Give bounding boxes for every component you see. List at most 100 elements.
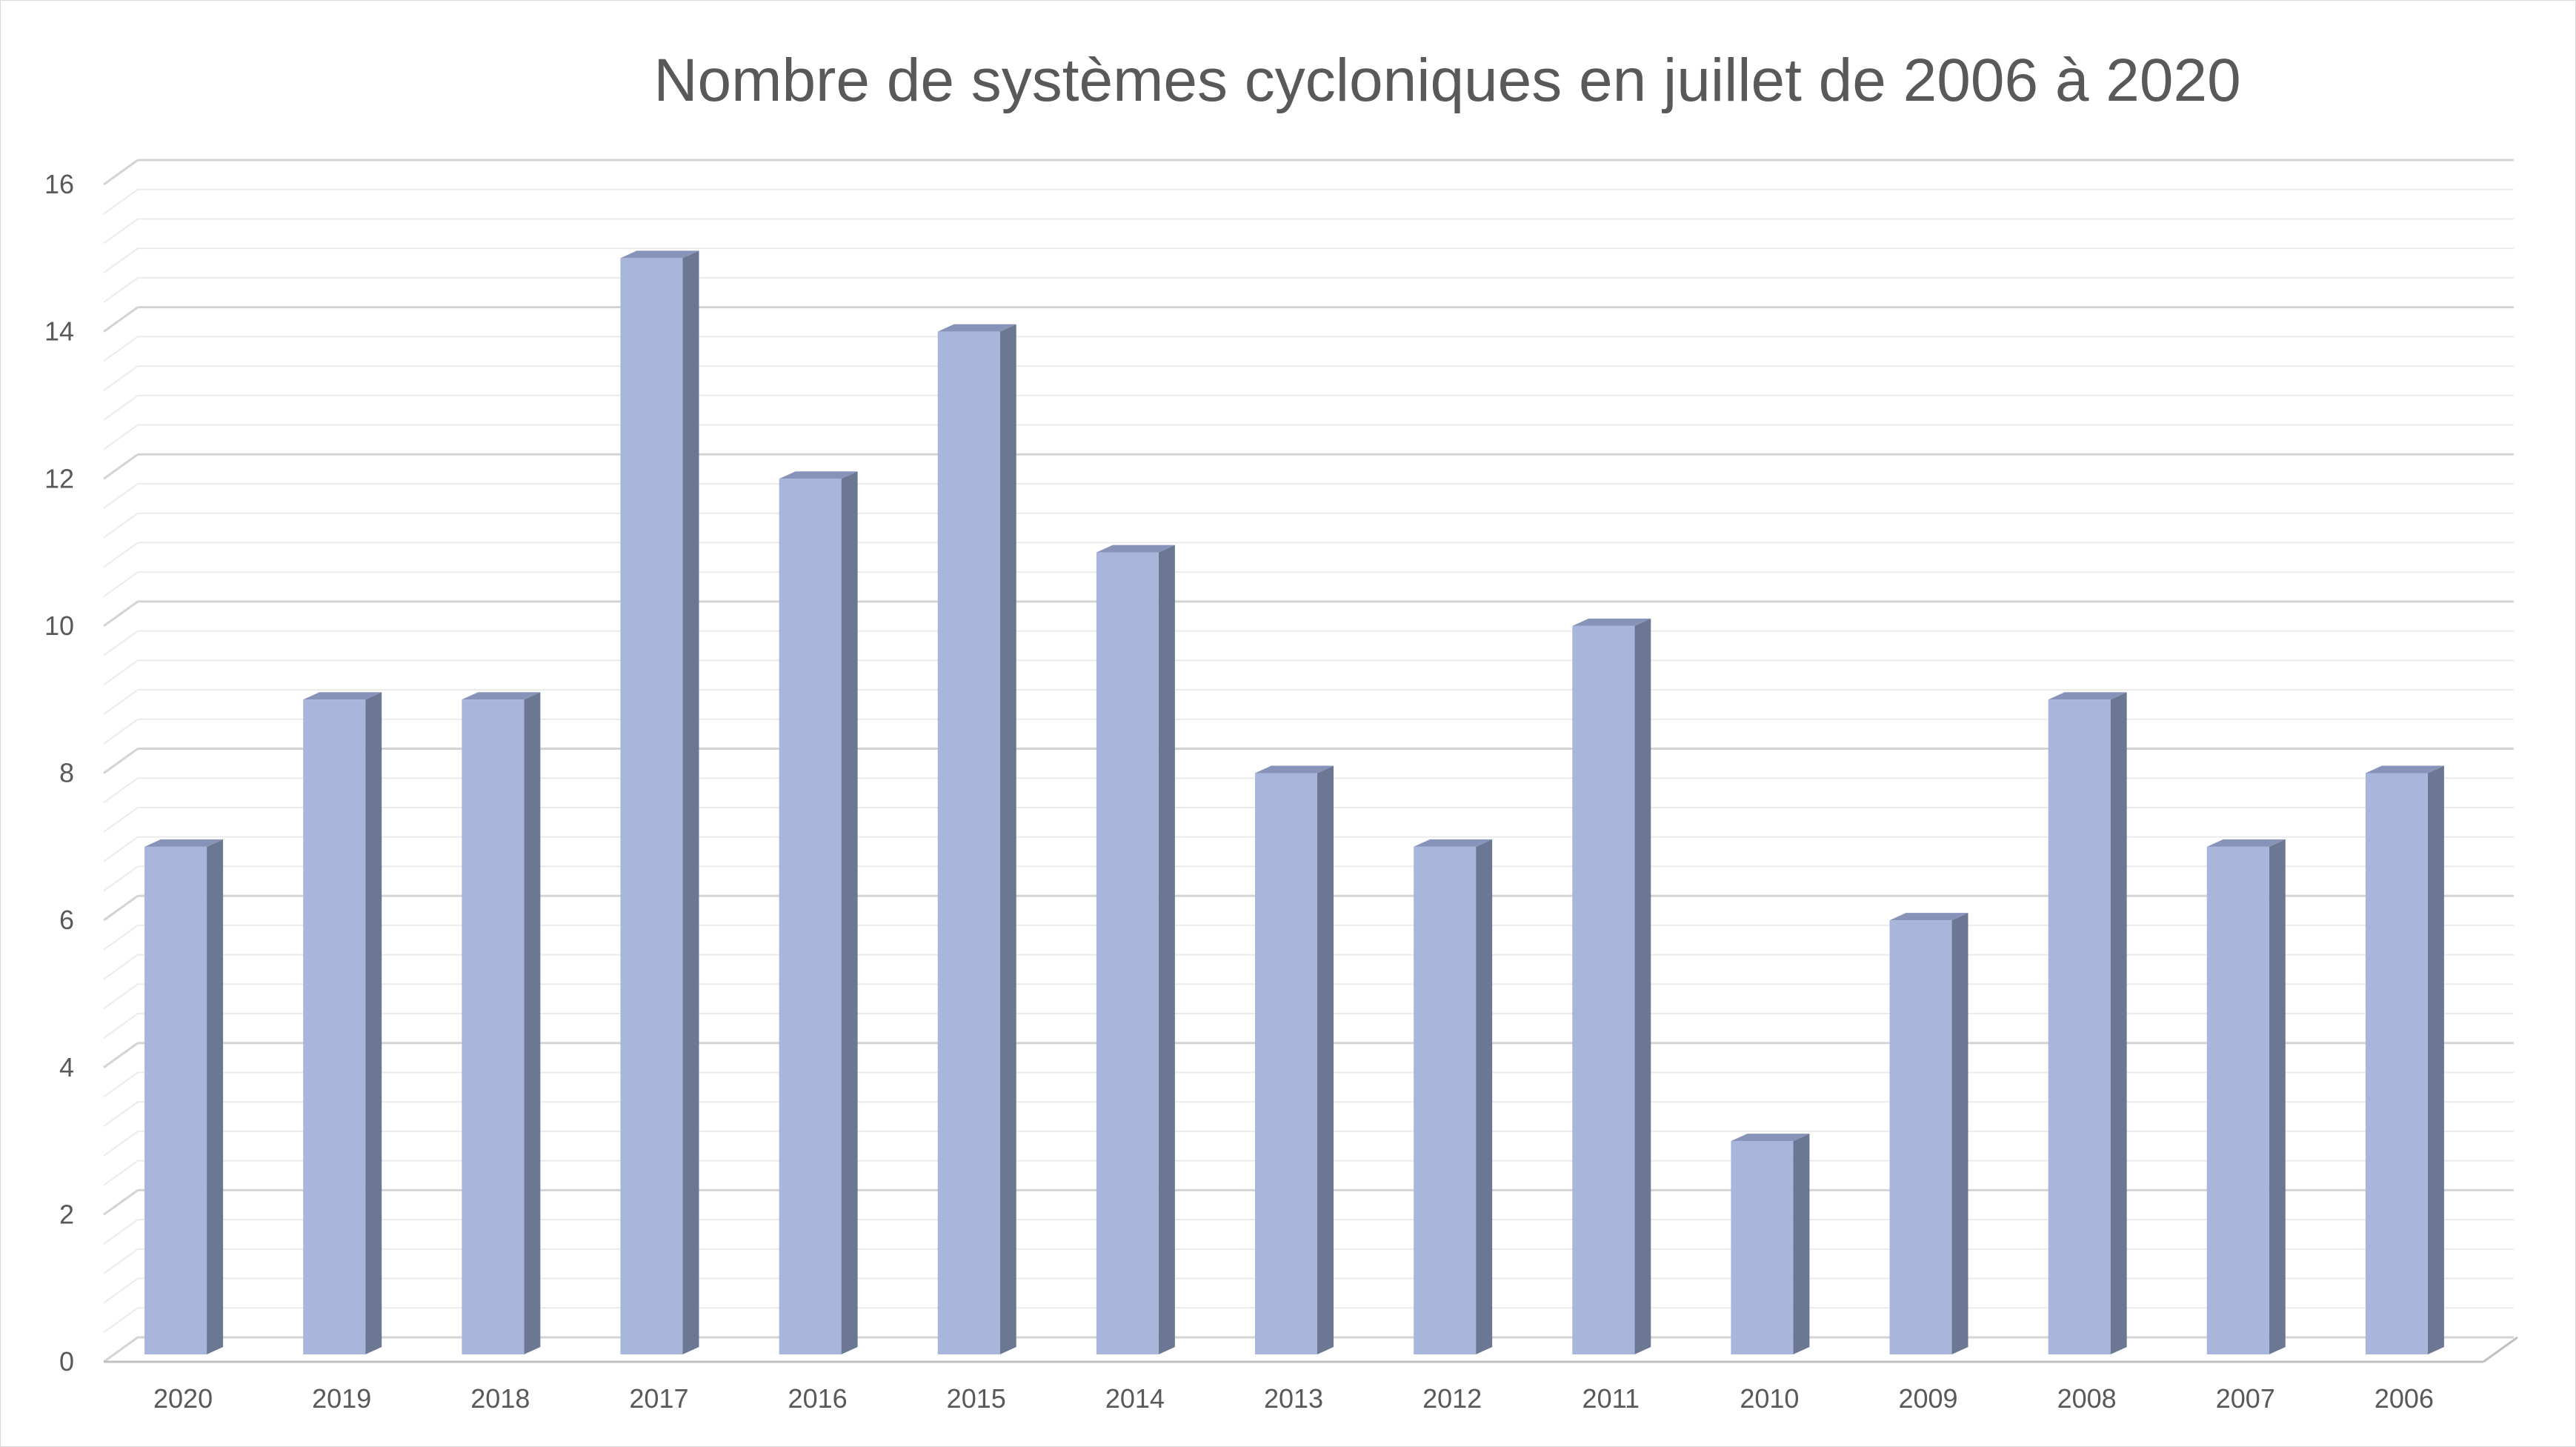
x-tick-label: 2011 [1582,1383,1640,1414]
x-tick-label: 2016 [788,1383,848,1414]
minor-gridline-wall [103,394,139,421]
bar-top [1731,1134,1810,1142]
bar [620,258,683,1354]
bar-top [779,471,858,479]
minor-gridline-wall [103,836,139,862]
minor-gridline-wall [103,954,139,980]
bar-top [462,692,541,700]
bar-side [1793,1134,1810,1354]
bar-side [1317,765,1334,1354]
minor-gridline-wall [103,807,139,833]
major-gridline-wall [103,159,139,186]
major-gridline-wall [103,1189,139,1216]
bar-top [144,839,224,847]
bar-top [1414,839,1493,847]
minor-gridline-wall [103,424,139,450]
bar-top [303,692,382,700]
minor-gridline-wall [103,365,139,391]
major-gridline-wall [103,1336,139,1363]
minor-gridline-wall [103,630,139,656]
x-tick-label: 2020 [153,1383,213,1414]
x-tick-label: 2019 [312,1383,371,1414]
minor-gridline-wall [103,336,139,362]
y-tick-label: 10 [44,611,74,641]
y-tick-label: 12 [44,463,74,493]
minor-gridline-wall [103,1219,139,1245]
bar-side [682,250,699,1354]
bar [303,699,366,1354]
minor-gridline-wall [103,1248,139,1274]
minor-gridline-wall [103,718,139,745]
minor-gridline-wall [103,571,139,597]
bar [1572,625,1635,1354]
bar-top [2206,839,2286,847]
chart-title: Nombre de systèmes cycloniques en juille… [653,47,2241,114]
bar-side [999,324,1016,1354]
major-gridline-wall [103,748,139,774]
bar [2365,773,2428,1354]
y-tick-label: 14 [44,316,74,347]
bar-top [937,324,1016,332]
x-tick-label: 2018 [470,1383,530,1414]
x-tick-label: 2009 [1898,1383,1957,1414]
minor-gridline-wall [103,1131,139,1157]
bar-top [1889,913,1968,921]
x-tick-label: 2006 [2374,1383,2434,1414]
minor-gridline-wall [103,218,139,245]
minor-gridline-wall [103,1160,139,1186]
bar [937,331,1000,1354]
y-tick-label: 2 [59,1199,74,1229]
minor-gridline-wall [103,188,139,215]
y-tick-label: 0 [59,1346,74,1377]
bar-side [207,839,224,1354]
bar-top [620,250,699,259]
minor-gridline-wall [103,659,139,686]
bar-side [524,692,541,1354]
floor-right-edge [2483,1336,2518,1363]
bar [1889,920,1952,1354]
bar-side [1158,545,1175,1354]
x-tick-label: 2015 [947,1383,1006,1414]
bar [2206,846,2269,1354]
x-tick-label: 2007 [2216,1383,2275,1414]
major-gridline-wall [103,1042,139,1068]
minor-gridline-wall [103,1277,139,1304]
minor-gridline-wall [103,925,139,951]
bar [1414,846,1477,1354]
y-tick-label: 4 [59,1052,74,1082]
x-tick-label: 2014 [1105,1383,1165,1414]
bar-top [2365,765,2444,774]
bar-top [1096,545,1175,553]
bar [779,479,842,1354]
minor-gridline-wall [103,512,139,539]
bar-side [841,471,858,1354]
bar-side [365,692,382,1354]
bar-side [2269,839,2286,1354]
bar-side [2110,692,2127,1354]
bar-top [2048,692,2127,700]
bar [1096,552,1159,1354]
minor-gridline-wall [103,1307,139,1334]
minor-gridline-wall [103,777,139,804]
minor-gridline-wall [103,277,139,303]
bar-side [1634,618,1651,1354]
major-gridline-wall [103,600,139,628]
x-tick-label: 2008 [2057,1383,2117,1414]
bar-side [1951,913,1968,1354]
bar-side [2427,765,2444,1354]
minor-gridline-wall [103,1013,139,1039]
major-gridline-wall [103,306,139,333]
major-gridline-wall [103,453,139,480]
y-tick-label: 16 [44,169,74,199]
bar-top [1572,618,1651,626]
bar [462,699,525,1354]
x-tick-label: 2010 [1740,1383,1799,1414]
x-tick-label: 2017 [629,1383,688,1414]
minor-gridline-wall [103,1101,139,1128]
bar [144,846,207,1354]
minor-gridline-wall [103,689,139,715]
x-tick-label: 2012 [1422,1383,1482,1414]
y-tick-label: 8 [59,758,74,788]
minor-gridline-wall [103,483,139,509]
